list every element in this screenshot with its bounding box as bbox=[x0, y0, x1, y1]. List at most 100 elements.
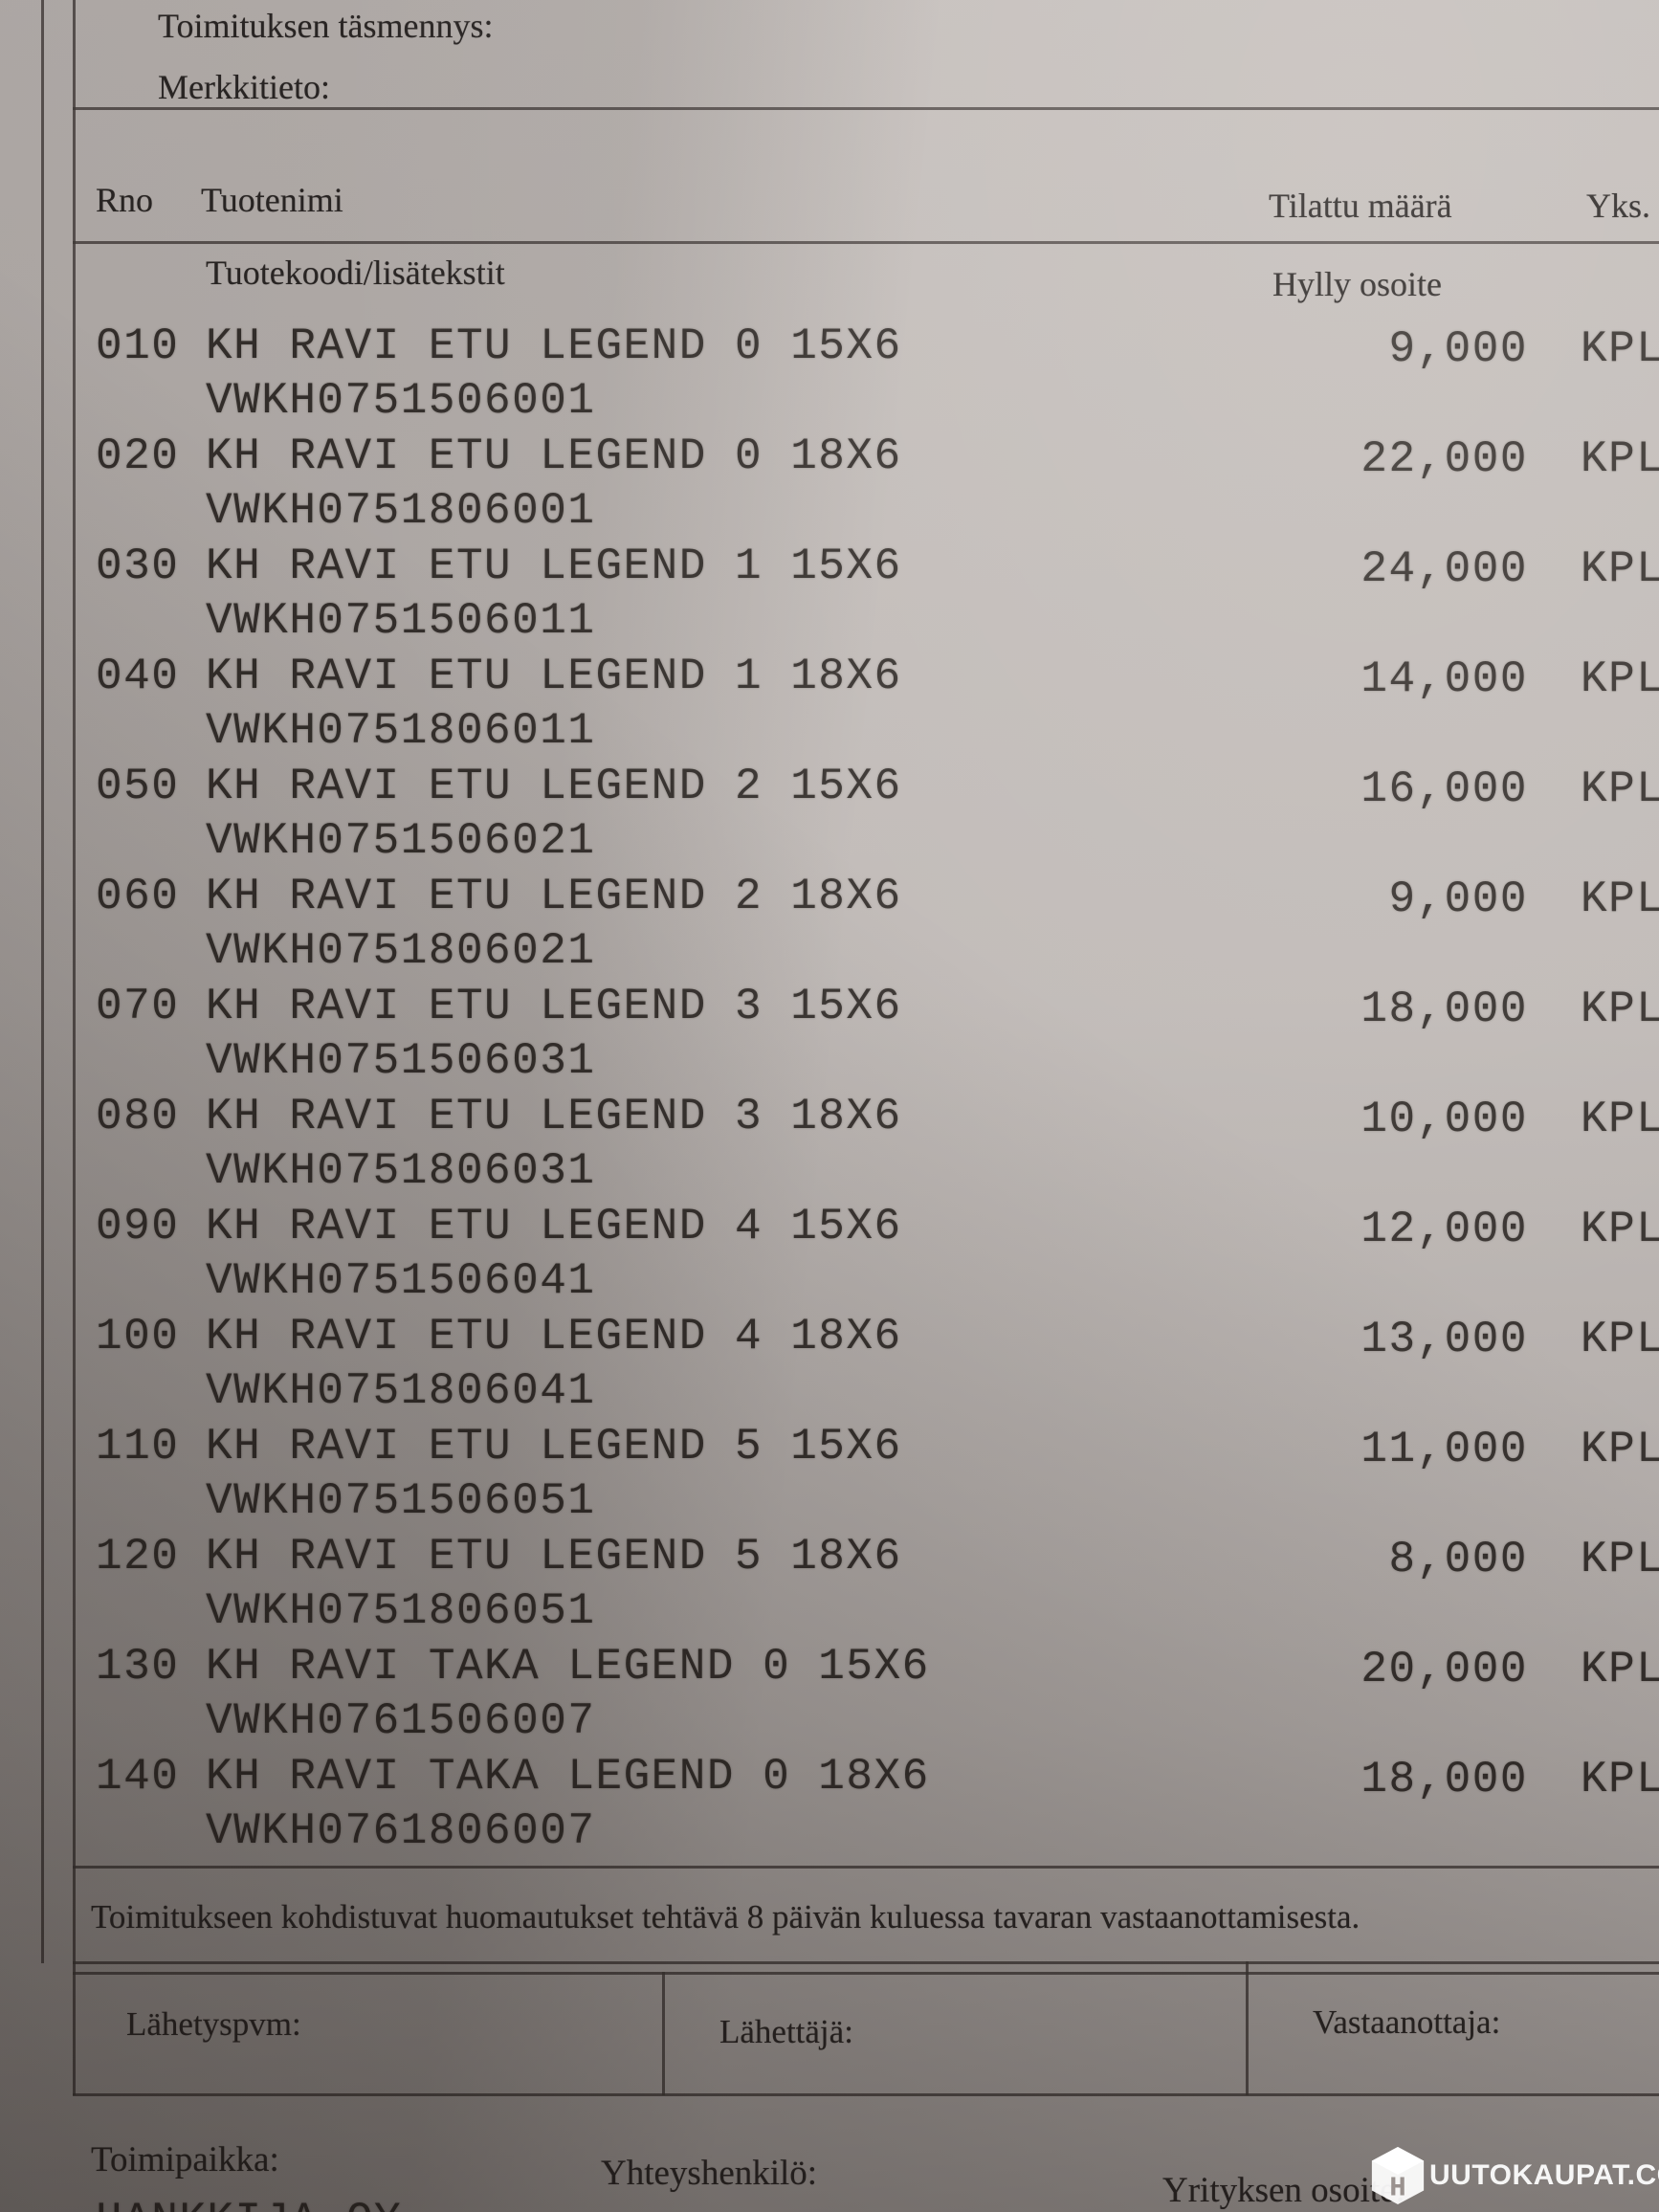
table-row: 020 KH RAVI ETU LEGEND 0 18X6 VWKH075180… bbox=[0, 431, 1659, 541]
table-row: 070 KH RAVI ETU LEGEND 3 15X6 VWKH075150… bbox=[0, 982, 1659, 1091]
column-header-divider-line bbox=[73, 241, 1659, 244]
row-product-name: KH RAVI ETU LEGEND 0 15X6 bbox=[206, 321, 902, 371]
row-product-code: VWKH0751506011 bbox=[206, 596, 596, 646]
row-product-name: KH RAVI ETU LEGEND 2 15X6 bbox=[206, 762, 902, 811]
row-number: 080 bbox=[96, 1092, 180, 1141]
table-row: 090 KH RAVI ETU LEGEND 4 15X6 VWKH075150… bbox=[0, 1202, 1659, 1311]
row-ordered-qty: 16,000 bbox=[1360, 764, 1528, 814]
table-row: 040 KH RAVI ETU LEGEND 1 18X6 VWKH075180… bbox=[0, 652, 1659, 761]
row-product-name: KH RAVI ETU LEGEND 4 15X6 bbox=[206, 1202, 902, 1251]
row-ordered-qty: 11,000 bbox=[1360, 1425, 1528, 1474]
row-product-name: KH RAVI ETU LEGEND 2 18X6 bbox=[206, 872, 902, 921]
row-product-code: VWKH0751806051 bbox=[206, 1586, 596, 1636]
row-unit: KPL bbox=[1581, 1095, 1659, 1144]
company-address-label: Yrityksen osoite: bbox=[1162, 2171, 1405, 2210]
row-ordered-qty: 9,000 bbox=[1388, 874, 1528, 924]
table-row: 030 KH RAVI ETU LEGEND 1 15X6 VWKH075150… bbox=[0, 542, 1659, 651]
table-row: 050 KH RAVI ETU LEGEND 2 15X6 VWKH075150… bbox=[0, 762, 1659, 871]
row-unit: KPL bbox=[1581, 1315, 1659, 1364]
row-unit: KPL bbox=[1581, 324, 1659, 374]
mark-info-label: Merkkitieto: bbox=[158, 68, 330, 106]
row-ordered-qty: 14,000 bbox=[1360, 654, 1528, 704]
form-outer-left-border bbox=[41, 0, 44, 1963]
row-unit: KPL bbox=[1581, 1425, 1659, 1474]
subheader-shelf-address: Hylly osoite bbox=[1272, 265, 1442, 303]
row-product-code: VWKH0751506041 bbox=[206, 1256, 596, 1306]
receiver-label: Vastaanottaja: bbox=[1313, 2003, 1501, 2041]
notice-top-line bbox=[73, 1866, 1659, 1869]
row-number: 040 bbox=[96, 652, 180, 701]
table-row: 130 KH RAVI TAKA LEGEND 0 15X6 VWKH07615… bbox=[0, 1642, 1659, 1751]
row-product-code: VWKH0751806001 bbox=[206, 486, 596, 536]
row-product-name: KH RAVI ETU LEGEND 5 15X6 bbox=[206, 1422, 902, 1471]
row-product-name: KH RAVI ETU LEGEND 4 18X6 bbox=[206, 1312, 902, 1361]
row-product-code: VWKH0761506007 bbox=[206, 1696, 596, 1746]
row-product-name: KH RAVI ETU LEGEND 1 18X6 bbox=[206, 652, 902, 701]
row-ordered-qty: 18,000 bbox=[1360, 984, 1528, 1034]
row-unit: KPL bbox=[1581, 654, 1659, 704]
form-inner-left-border bbox=[73, 0, 76, 2095]
site-watermark: H UUTOKAUPAT.COM bbox=[1370, 2146, 1659, 2205]
col-header-unit: Yks. bbox=[1586, 187, 1651, 225]
table-row: 010 KH RAVI ETU LEGEND 0 15X6 VWKH075150… bbox=[0, 321, 1659, 431]
row-product-name: KH RAVI TAKA LEGEND 0 18X6 bbox=[206, 1752, 930, 1802]
contact-person-label: Yhteyshenkilö: bbox=[601, 2154, 818, 2193]
row-number: 100 bbox=[96, 1312, 180, 1361]
row-number: 110 bbox=[96, 1422, 180, 1471]
row-unit: KPL bbox=[1581, 984, 1659, 1034]
row-ordered-qty: 9,000 bbox=[1388, 324, 1528, 374]
row-number: 130 bbox=[96, 1642, 180, 1692]
row-number: 140 bbox=[96, 1752, 180, 1802]
office-label: Toimipaikka: bbox=[91, 2140, 279, 2179]
row-product-code: VWKH0751506021 bbox=[206, 816, 596, 866]
row-unit: KPL bbox=[1581, 544, 1659, 594]
row-number: 030 bbox=[96, 542, 180, 591]
table-row: 060 KH RAVI ETU LEGEND 2 18X6 VWKH075180… bbox=[0, 872, 1659, 981]
row-product-name: KH RAVI ETU LEGEND 0 18X6 bbox=[206, 431, 902, 481]
row-number: 090 bbox=[96, 1202, 180, 1251]
row-product-code: VWKH0751506031 bbox=[206, 1036, 596, 1086]
boxes-bottom-line bbox=[73, 2093, 1659, 2096]
row-unit: KPL bbox=[1581, 1645, 1659, 1694]
row-ordered-qty: 8,000 bbox=[1388, 1535, 1528, 1584]
row-unit: KPL bbox=[1581, 1755, 1659, 1804]
row-product-name: KH RAVI ETU LEGEND 1 15X6 bbox=[206, 542, 902, 591]
notice-bottom-line bbox=[73, 1961, 1659, 1964]
row-unit: KPL bbox=[1581, 874, 1659, 924]
row-number: 050 bbox=[96, 762, 180, 811]
subheader-product-code: Tuotekoodi/lisätekstit bbox=[206, 254, 505, 292]
box-divider-1 bbox=[662, 1972, 665, 2095]
row-number: 010 bbox=[96, 321, 180, 371]
table-row: 140 KH RAVI TAKA LEGEND 0 18X6 VWKH07618… bbox=[0, 1752, 1659, 1861]
row-number: 070 bbox=[96, 982, 180, 1031]
box-divider-2 bbox=[1246, 1961, 1249, 2095]
row-product-code: VWKH0751506001 bbox=[206, 376, 596, 426]
row-number: 020 bbox=[96, 431, 180, 481]
row-ordered-qty: 22,000 bbox=[1360, 434, 1528, 484]
table-row: 080 KH RAVI ETU LEGEND 3 18X6 VWKH075180… bbox=[0, 1092, 1659, 1201]
row-product-name: KH RAVI ETU LEGEND 3 18X6 bbox=[206, 1092, 902, 1141]
watermark-text: UUTOKAUPAT.COM bbox=[1429, 2159, 1659, 2191]
row-ordered-qty: 10,000 bbox=[1360, 1095, 1528, 1144]
col-header-product-name: Tuotenimi bbox=[201, 181, 343, 219]
delivery-spec-label: Toimituksen täsmennys: bbox=[158, 7, 494, 45]
remarks-notice: Toimitukseen kohdistuvat huomautukset te… bbox=[91, 1898, 1360, 1936]
ship-date-label: Lähetyspvm: bbox=[126, 2005, 301, 2043]
col-header-ordered-qty: Tilattu määrä bbox=[1269, 187, 1452, 225]
row-ordered-qty: 18,000 bbox=[1360, 1755, 1528, 1804]
row-product-code: VWKH0751506051 bbox=[206, 1476, 596, 1526]
row-product-name: KH RAVI ETU LEGEND 5 18X6 bbox=[206, 1532, 902, 1582]
row-product-code: VWKH0761806007 bbox=[206, 1806, 596, 1856]
col-header-rno: Rno bbox=[96, 181, 154, 219]
boxes-top-line bbox=[73, 1972, 1659, 1975]
row-ordered-qty: 13,000 bbox=[1360, 1315, 1528, 1364]
row-product-name: KH RAVI ETU LEGEND 3 15X6 bbox=[206, 982, 902, 1031]
sender-label: Lähettäjä: bbox=[719, 2013, 853, 2050]
row-product-code: VWKH0751806011 bbox=[206, 706, 596, 756]
row-ordered-qty: 24,000 bbox=[1360, 544, 1528, 594]
row-unit: KPL bbox=[1581, 434, 1659, 484]
row-unit: KPL bbox=[1581, 1205, 1659, 1254]
row-product-code: VWKH0751806031 bbox=[206, 1146, 596, 1196]
table-row: 110 KH RAVI ETU LEGEND 5 15X6 VWKH075150… bbox=[0, 1422, 1659, 1531]
